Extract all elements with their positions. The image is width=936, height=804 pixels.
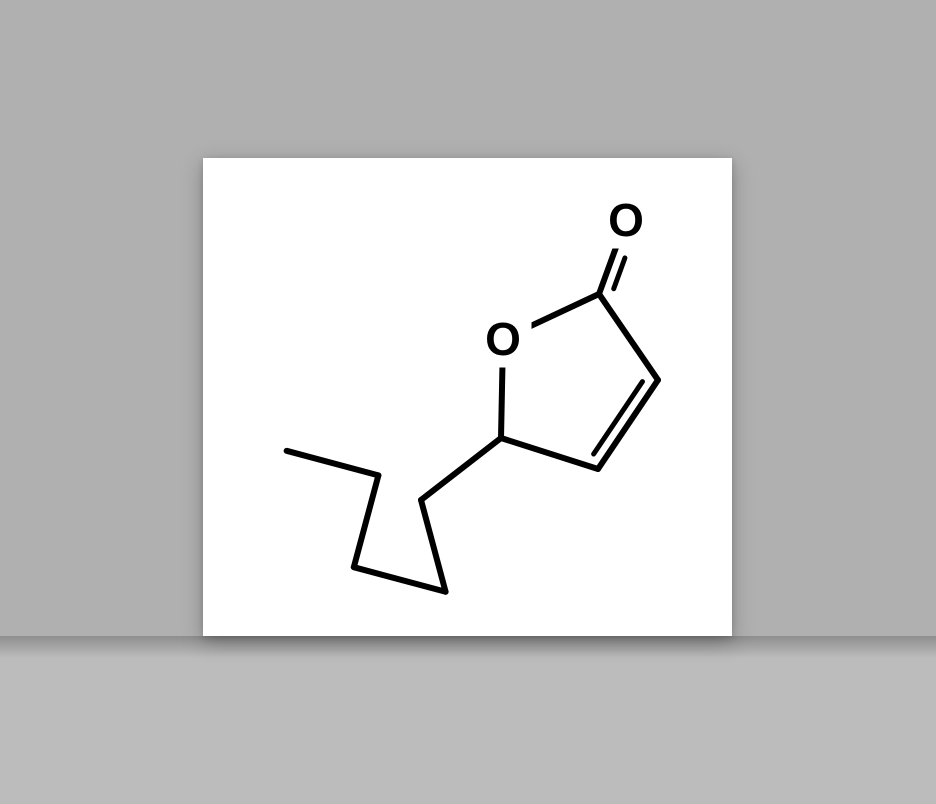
page-root: OO	[0, 0, 936, 804]
bond-line	[421, 438, 501, 500]
bond-line	[287, 451, 379, 476]
bond-line	[354, 475, 379, 567]
bond-line	[598, 380, 658, 469]
atom-label-O1: O	[485, 313, 521, 365]
background-lower	[0, 636, 936, 804]
atom-label-O2: O	[608, 194, 644, 246]
bond-layer	[287, 244, 658, 591]
floor-shadow	[0, 636, 936, 658]
molecule-svg: OO	[203, 158, 732, 636]
label-layer: OO	[475, 192, 655, 368]
molecule-card: OO	[203, 158, 732, 636]
bond-line	[614, 258, 625, 289]
bond-line	[354, 567, 446, 592]
bond-line	[501, 365, 502, 438]
bond-line	[599, 294, 658, 380]
bond-line	[421, 500, 446, 592]
bond-line	[501, 438, 598, 469]
bond-line	[527, 294, 599, 328]
